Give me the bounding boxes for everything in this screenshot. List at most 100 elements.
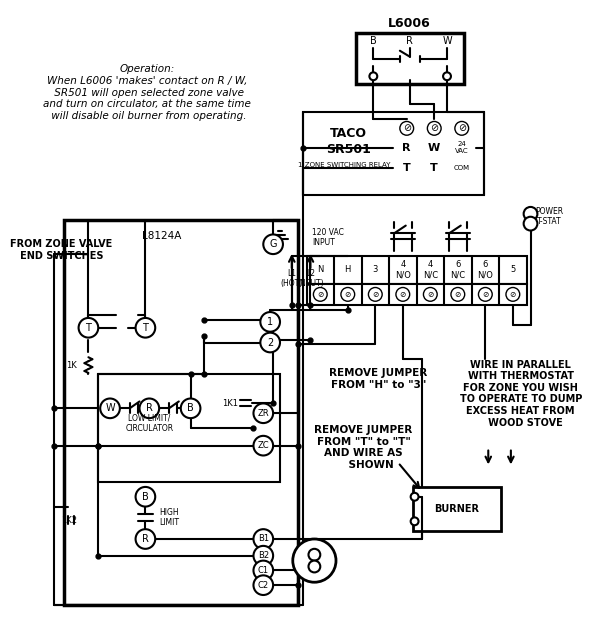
Text: T: T [403, 163, 410, 173]
Text: 2: 2 [267, 338, 273, 348]
Circle shape [524, 217, 538, 231]
Bar [64, 220, 298, 605]
Circle shape [260, 333, 280, 352]
Text: ⊘: ⊘ [482, 290, 488, 299]
Circle shape [100, 399, 120, 418]
Circle shape [254, 561, 273, 580]
Bar [307, 284, 527, 305]
Text: COM: COM [454, 164, 470, 171]
Circle shape [293, 539, 336, 582]
Circle shape [341, 287, 355, 301]
Text: 4
N/C: 4 N/C [423, 260, 438, 280]
Text: 1K2: 1K2 [61, 516, 77, 525]
Circle shape [135, 529, 155, 549]
Text: B1: B1 [258, 534, 269, 544]
Text: ⊘: ⊘ [400, 290, 406, 299]
Text: BURNER: BURNER [434, 503, 479, 513]
Bar [98, 374, 280, 482]
Text: B: B [370, 36, 377, 46]
Circle shape [263, 234, 283, 254]
Circle shape [308, 549, 320, 561]
Text: 1: 1 [267, 317, 273, 327]
Circle shape [524, 207, 538, 220]
Text: 6
N/O: 6 N/O [478, 260, 493, 280]
Text: W: W [428, 143, 440, 153]
Text: ⊘: ⊘ [430, 123, 438, 134]
Text: ZC: ZC [257, 441, 269, 450]
Circle shape [254, 575, 273, 595]
Circle shape [424, 287, 437, 301]
Text: ⊘: ⊘ [454, 290, 461, 299]
Circle shape [410, 517, 419, 525]
Text: ⊘: ⊘ [427, 290, 434, 299]
Text: N: N [317, 265, 324, 274]
Text: POWER
T-STAT: POWER T-STAT [535, 207, 564, 226]
Text: C2: C2 [258, 581, 269, 590]
Text: 6
N/C: 6 N/C [450, 260, 465, 280]
Text: 1K: 1K [66, 360, 77, 370]
Text: HIGH
LIMIT: HIGH LIMIT [159, 508, 179, 527]
Text: 3: 3 [372, 265, 378, 274]
Text: L8124A: L8124A [143, 231, 182, 241]
Text: REMOVE JUMPER
FROM "H" to "3": REMOVE JUMPER FROM "H" to "3" [329, 368, 427, 390]
Circle shape [506, 287, 520, 301]
Circle shape [451, 287, 465, 301]
Circle shape [78, 318, 98, 338]
Text: TACO: TACO [330, 127, 367, 140]
Bar [413, 487, 501, 531]
Text: WIRE IN PARALLEL
WITH THERMOSTAT
FOR ZONE YOU WISH
TO OPERATE TO DUMP
EXCESS HEA: WIRE IN PARALLEL WITH THERMOSTAT FOR ZON… [460, 360, 582, 428]
Text: ⊘: ⊘ [317, 290, 324, 299]
Text: Operation:
When L6006 'makes' contact on R / W,
 SR501 will open selected zone v: Operation: When L6006 'makes' contact on… [43, 64, 251, 121]
Text: R: R [146, 403, 153, 413]
Text: H: H [345, 265, 351, 274]
Text: T: T [143, 323, 148, 333]
Circle shape [254, 403, 273, 423]
Text: 5: 5 [510, 265, 516, 274]
Circle shape [181, 399, 200, 418]
Text: R: R [406, 36, 413, 46]
Text: ⊘: ⊘ [458, 123, 466, 134]
Circle shape [427, 122, 441, 135]
Circle shape [260, 312, 280, 332]
Circle shape [254, 436, 273, 455]
Text: L6006: L6006 [388, 17, 431, 30]
Text: ⊘: ⊘ [345, 290, 351, 299]
Text: B: B [187, 403, 194, 413]
Text: 120 VAC
INPUT: 120 VAC INPUT [312, 228, 345, 247]
Text: ⊘: ⊘ [372, 290, 378, 299]
Text: L1
(HOT): L1 (HOT) [280, 269, 303, 289]
Circle shape [140, 399, 159, 418]
Circle shape [135, 487, 155, 507]
Text: G: G [269, 239, 277, 249]
Text: LOW LIMIT/
CIRCULATOR: LOW LIMIT/ CIRCULATOR [125, 413, 173, 433]
Text: T: T [431, 163, 438, 173]
Bar [393, 118, 476, 178]
Bar [307, 256, 527, 284]
Text: W: W [105, 403, 115, 413]
Circle shape [443, 72, 451, 80]
Text: B: B [142, 492, 148, 501]
Text: ZR: ZR [257, 409, 269, 418]
Text: T: T [86, 323, 91, 333]
Text: 24
VAC: 24 VAC [455, 142, 469, 154]
Text: ⊘: ⊘ [510, 290, 516, 299]
Circle shape [455, 122, 469, 135]
Text: B2: B2 [258, 551, 269, 560]
Text: SR501: SR501 [326, 144, 371, 156]
Text: 1K1: 1K1 [222, 399, 238, 408]
Circle shape [308, 561, 320, 573]
Bar [356, 33, 464, 84]
Circle shape [314, 287, 327, 301]
Circle shape [368, 287, 382, 301]
Text: REMOVE JUMPER
FROM "T" to "T"
AND WIRE AS
    SHOWN: REMOVE JUMPER FROM "T" to "T" AND WIRE A… [314, 425, 413, 470]
Text: FROM ZONE VALVE
   END SWITCHES: FROM ZONE VALVE END SWITCHES [10, 239, 112, 261]
Text: 4
N/O: 4 N/O [395, 260, 410, 280]
Text: R: R [142, 534, 149, 544]
Text: C1: C1 [258, 566, 269, 575]
Circle shape [410, 493, 419, 501]
Text: W: W [442, 36, 452, 46]
Circle shape [135, 318, 155, 338]
Circle shape [254, 529, 273, 549]
Circle shape [254, 546, 273, 566]
Circle shape [396, 287, 410, 301]
